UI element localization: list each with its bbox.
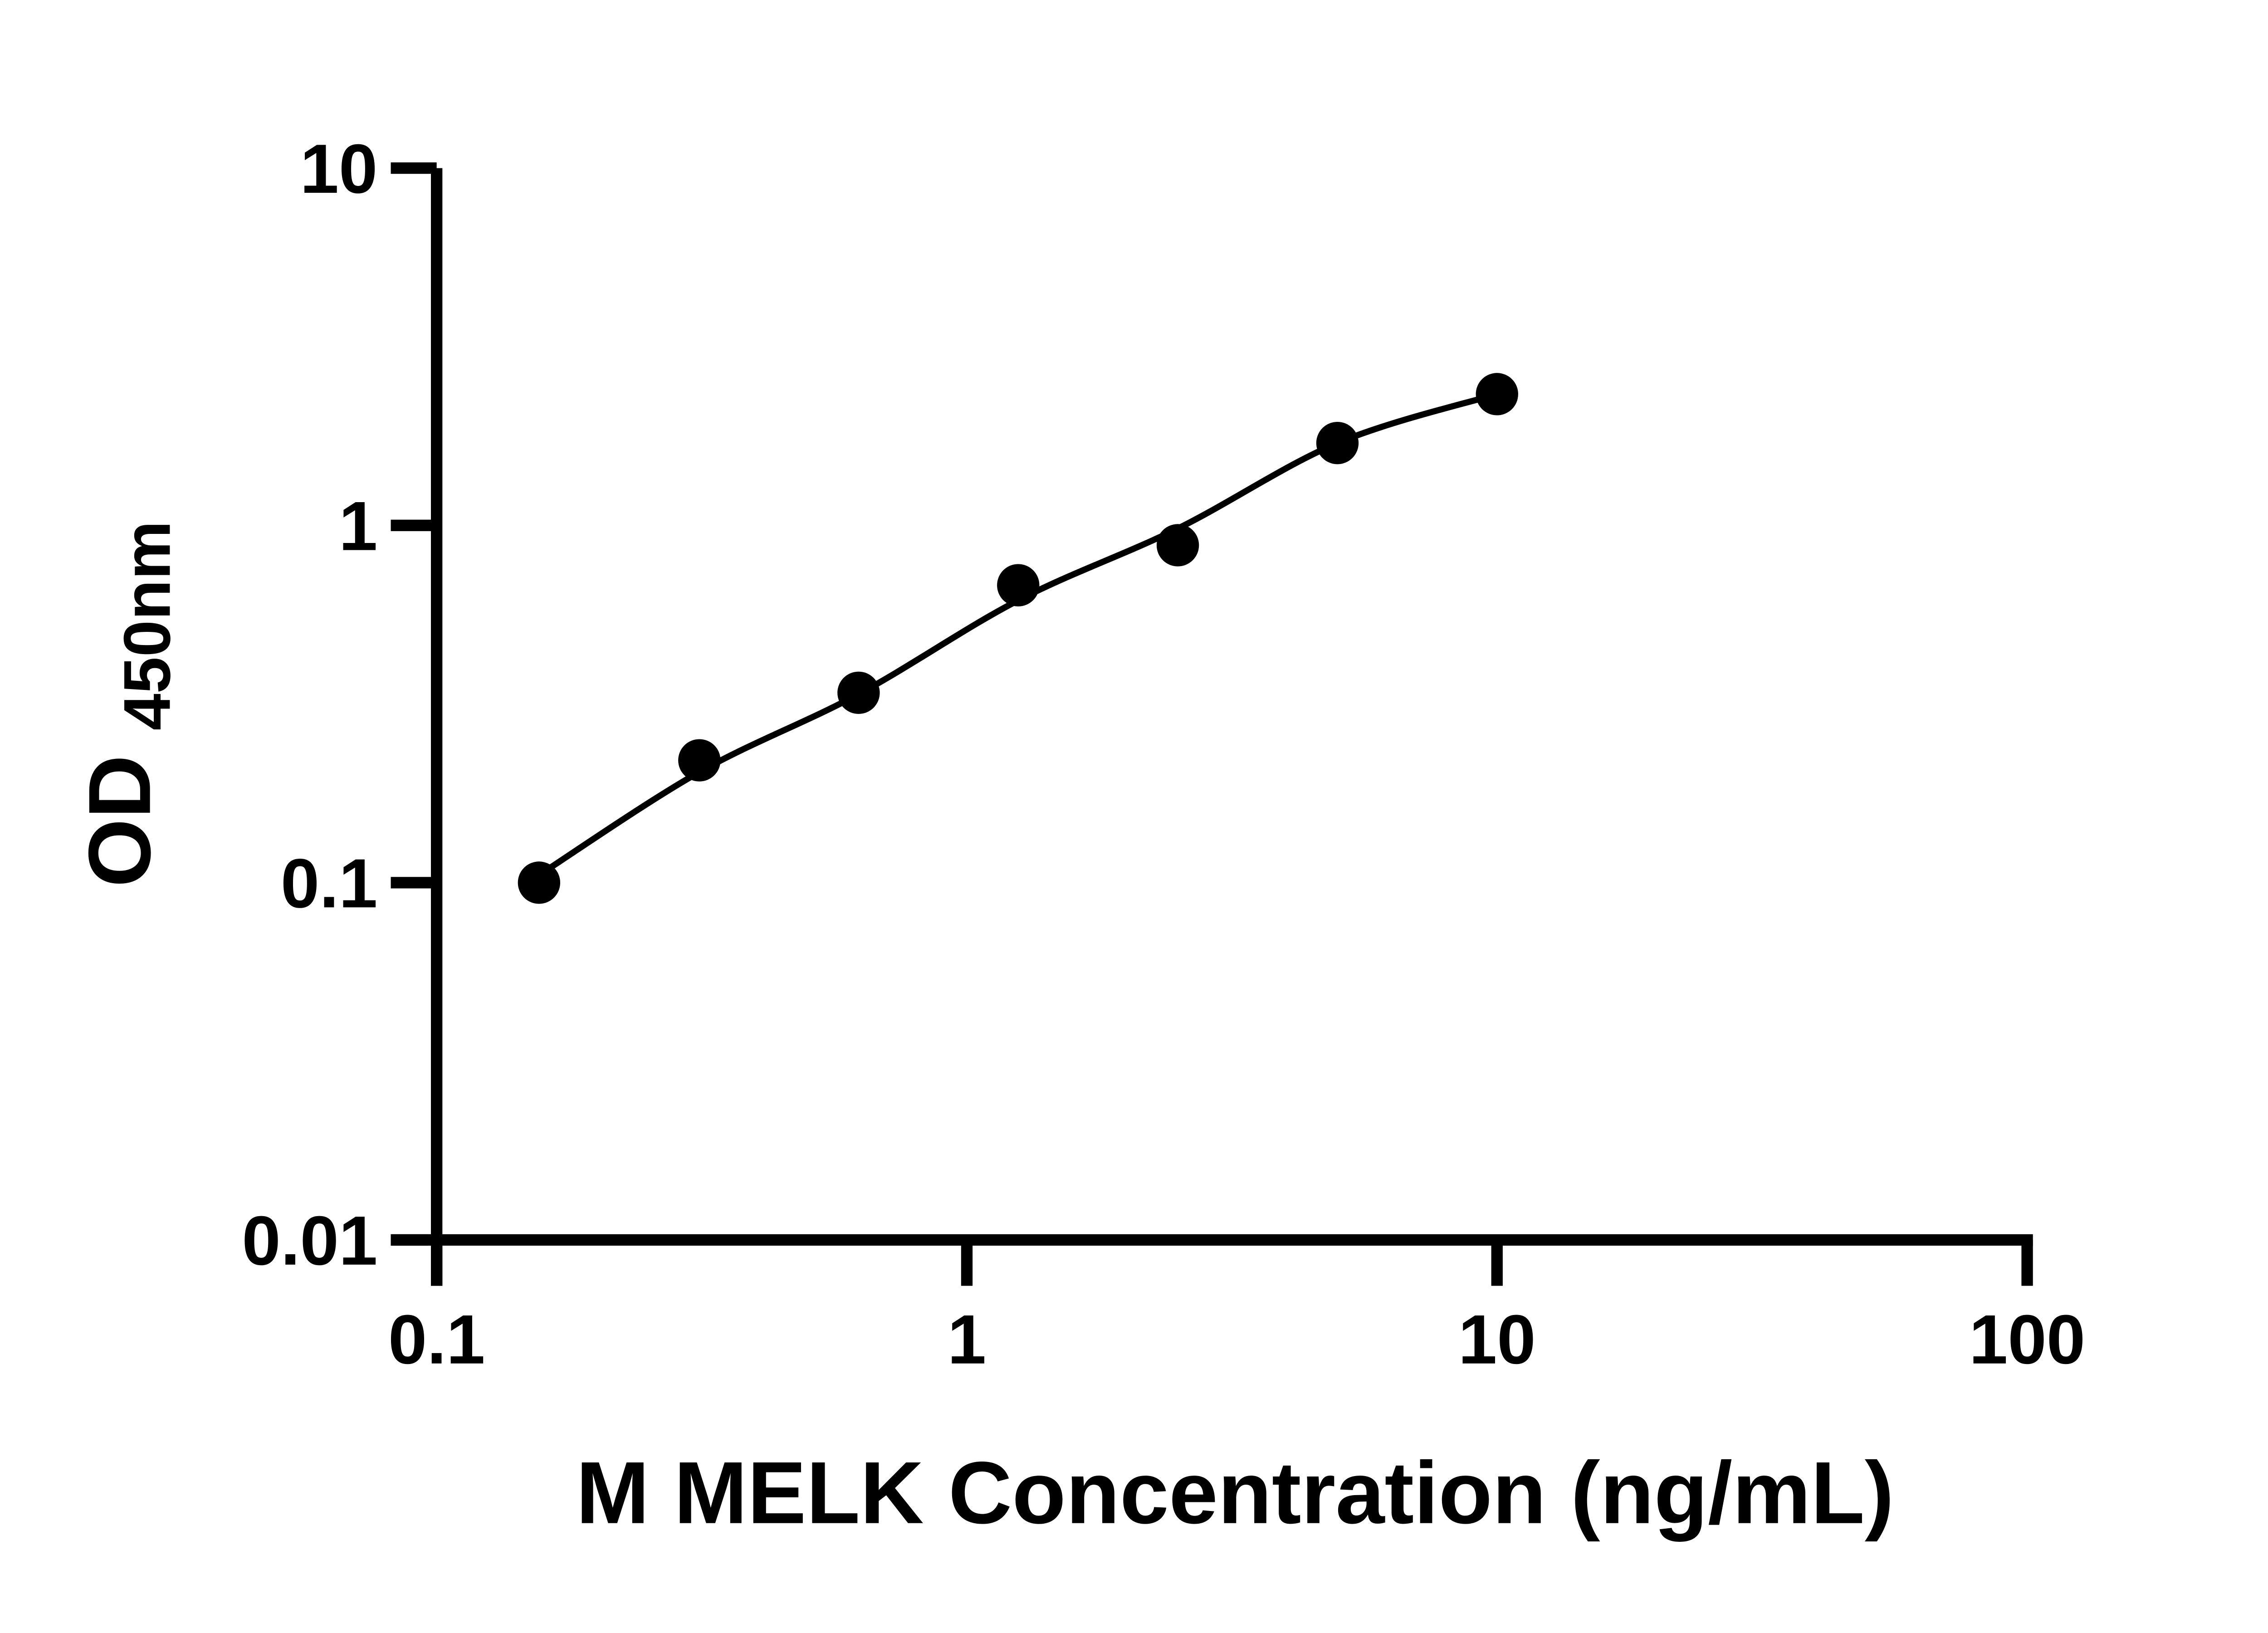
y-axis-title-base: OD xyxy=(71,755,169,887)
data-point-6 xyxy=(1316,422,1359,464)
x-axis-ticks xyxy=(431,1240,2033,1286)
y-axis-ticks xyxy=(391,162,437,1246)
data-point-7 xyxy=(1476,373,1518,416)
y-tick-label-0.01: 0.01 xyxy=(242,1202,377,1280)
data-point-5 xyxy=(1156,524,1199,567)
data-point-1 xyxy=(518,861,561,904)
x-tick-label-1: 1 xyxy=(948,1301,986,1379)
y-tick-label-1: 1 xyxy=(339,487,377,565)
x-tick-label-100: 100 xyxy=(1969,1301,2085,1379)
x-axis-tick-labels: 0.1 1 10 100 xyxy=(388,1301,2085,1379)
x-tick-label-0.1: 0.1 xyxy=(388,1301,485,1379)
x-tick-label-10: 10 xyxy=(1458,1301,1536,1379)
x-axis-title: M MELK Concentration (ng/mL) xyxy=(576,1444,1894,1542)
y-axis-title: OD 450nm xyxy=(71,521,184,887)
y-tick-label-10: 10 xyxy=(300,130,377,208)
data-point-2 xyxy=(678,739,721,782)
axes xyxy=(391,168,2033,1286)
y-tick-label-0.1: 0.1 xyxy=(281,844,378,922)
y-axis-tick-labels: 10 1 0.1 0.01 xyxy=(242,130,377,1280)
data-points xyxy=(518,373,1518,904)
data-point-4 xyxy=(997,564,1040,606)
fit-curve-line xyxy=(537,391,1498,878)
y-axis-title-subscript: 450nm xyxy=(110,521,184,730)
data-point-3 xyxy=(837,671,880,714)
